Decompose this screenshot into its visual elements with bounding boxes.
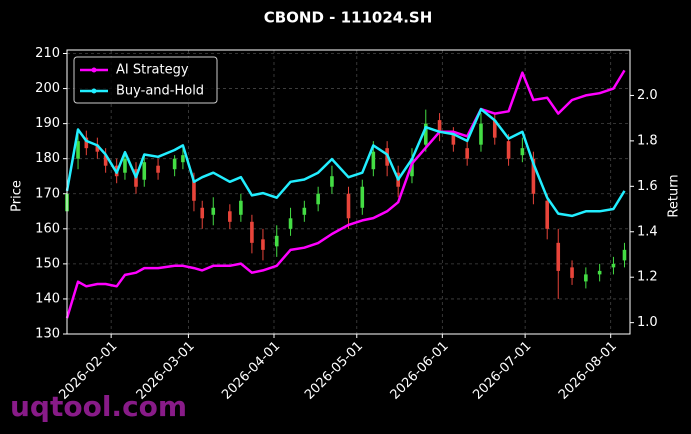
candle-body [181,155,185,163]
candle-body [465,148,469,159]
legend-label: AI Strategy [116,63,189,78]
candle-body [437,120,442,131]
candle-body [330,176,334,187]
candle-body [288,218,293,229]
candle-body [192,179,196,201]
candle-body [451,134,456,145]
legend-label: Buy-and-Hold [116,84,204,99]
candle-body [479,123,483,145]
y-tick-label: 150 [35,256,60,271]
candle-body [556,242,561,271]
y-axis-label: Price [10,180,25,212]
candle-body [506,141,511,159]
candle-body [228,211,232,222]
candle-body [316,193,320,205]
y-tick-label: 130 [35,327,60,342]
candle-body [84,137,89,149]
candle-body [346,193,351,219]
y2-tick-label: 1.8 [637,133,658,148]
candle-body [239,200,243,215]
y2-tick-label: 1.2 [637,270,658,285]
y2-tick-label: 1.6 [637,179,658,194]
series-line [65,107,626,218]
candle-body [156,165,160,173]
candle-body [302,207,307,215]
y-tick-label: 170 [35,186,60,201]
candle-body [423,123,428,145]
candle-body [261,239,265,250]
candle-body [611,263,616,268]
watermark: uqtool.com [10,390,187,423]
candle-body [76,141,80,159]
candle-body [360,186,365,208]
candle-body [531,158,536,194]
candle-body [211,207,216,215]
chart-title: CBOND - 111024.SH [264,9,433,27]
series-line [65,69,626,319]
y2-axis-label: Return [667,174,682,217]
candle-body [570,267,574,278]
candle-body [584,274,588,282]
y-tick-label: 140 [35,291,60,306]
legend-marker [91,67,97,73]
y-tick-label: 200 [35,81,60,96]
candle-body [200,207,205,219]
y-tick-label: 160 [35,221,60,236]
y2-tick-label: 1.4 [637,224,658,239]
candle-body [492,120,497,138]
y-tick-label: 180 [35,151,60,166]
candle-body [410,158,414,177]
candle-body [371,151,376,170]
candle-body [103,155,108,166]
candle-body [597,270,602,275]
candle-body [123,158,127,173]
y-tick-label: 190 [35,116,60,131]
y2-tick-label: 2.0 [637,88,658,103]
candle-body [622,249,627,261]
candle-body [172,158,177,170]
candle-body [520,148,525,156]
plot-frame [66,49,631,335]
candle-body [142,162,147,180]
candle-body [250,221,254,243]
y2-tick-label: 1.0 [637,315,658,330]
y-tick-label: 210 [35,46,60,61]
candle-body [274,235,279,247]
candle-body [545,200,550,229]
legend-marker [91,88,97,94]
candle-body [95,144,100,152]
legend-box [73,56,218,104]
